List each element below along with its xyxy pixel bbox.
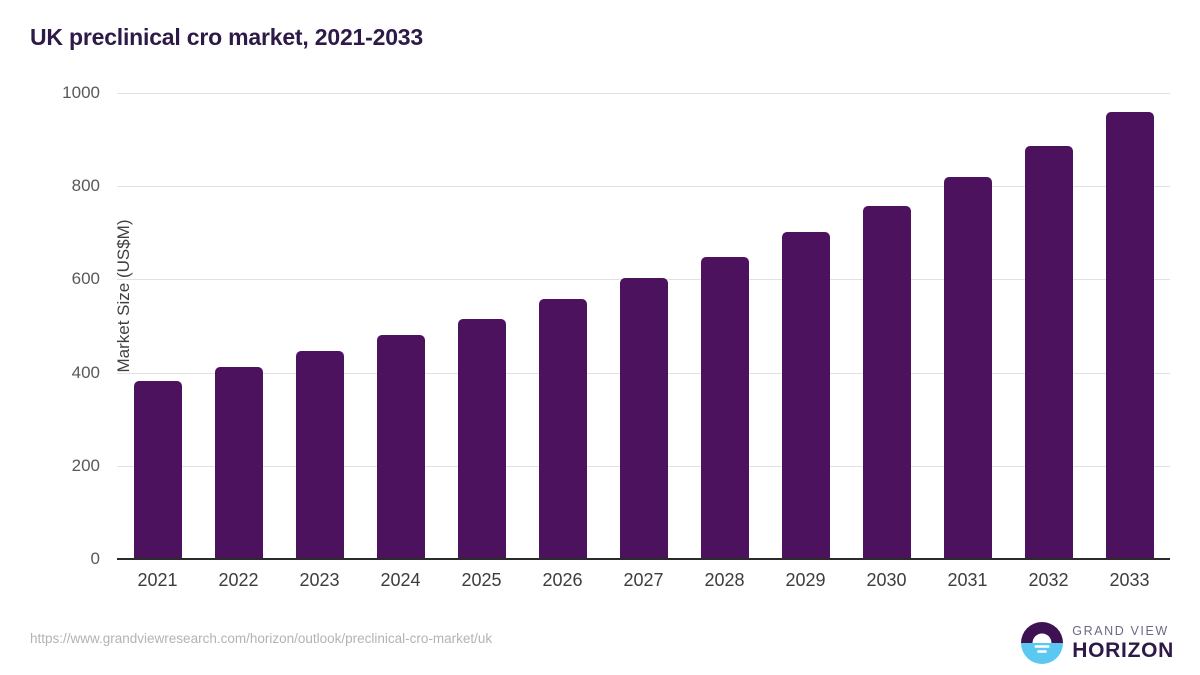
bar[interactable] xyxy=(133,381,182,559)
gridline xyxy=(117,186,1170,188)
y-axis-tick-labels: 0 200 400 600 800 1000 xyxy=(34,0,100,675)
y-tick-label: 800 xyxy=(71,176,100,196)
bar[interactable] xyxy=(1105,112,1154,559)
bar[interactable] xyxy=(1024,146,1073,559)
logo-line-horizon: HORIZON xyxy=(1072,639,1174,663)
x-tick-label: 2024 xyxy=(380,570,421,590)
logo-line-grand-view: GRAND VIEW xyxy=(1072,623,1169,638)
x-tick-label: 2025 xyxy=(461,570,502,590)
bar[interactable] xyxy=(295,351,344,559)
x-tick-label: 2023 xyxy=(299,570,340,590)
page-title: UK preclinical cro market, 2021-2033 xyxy=(30,24,423,50)
source-url[interactable]: https://www.grandviewresearch.com/horizo… xyxy=(30,631,493,646)
bar[interactable] xyxy=(457,318,506,559)
x-tick-label: 2026 xyxy=(542,570,583,590)
y-tick-label: 200 xyxy=(71,455,100,475)
bar[interactable] xyxy=(619,278,668,559)
bar[interactable] xyxy=(214,366,263,559)
plot-area xyxy=(117,93,1170,559)
grand-view-horizon-logo[interactable]: GRAND VIEW HORIZON xyxy=(1021,620,1174,666)
x-tick-label: 2028 xyxy=(704,570,745,590)
y-tick-label: 0 xyxy=(90,549,100,568)
x-tick-label: 2029 xyxy=(785,570,826,590)
bar[interactable] xyxy=(943,177,992,559)
bar[interactable] xyxy=(376,335,425,559)
x-tick-label: 2032 xyxy=(1028,570,1069,590)
logo-text: GRAND VIEW HORIZON xyxy=(1072,625,1174,662)
x-tick-label: 2021 xyxy=(137,570,178,590)
bar[interactable] xyxy=(781,232,830,559)
x-tick-label: 2033 xyxy=(1109,570,1150,590)
bar[interactable] xyxy=(700,256,749,559)
x-tick-label: 2022 xyxy=(218,570,259,590)
horizon-logo-icon xyxy=(1021,622,1064,664)
x-axis-line xyxy=(117,558,1170,560)
y-tick-label: 1000 xyxy=(62,83,100,102)
x-tick-label: 2031 xyxy=(947,570,988,590)
bar[interactable] xyxy=(862,206,911,559)
gridline xyxy=(117,93,1170,94)
y-tick-label: 400 xyxy=(71,362,100,382)
x-tick-label: 2030 xyxy=(866,570,907,590)
x-tick-label: 2027 xyxy=(623,570,664,590)
y-tick-label: 600 xyxy=(71,269,100,289)
bar[interactable] xyxy=(538,299,587,559)
